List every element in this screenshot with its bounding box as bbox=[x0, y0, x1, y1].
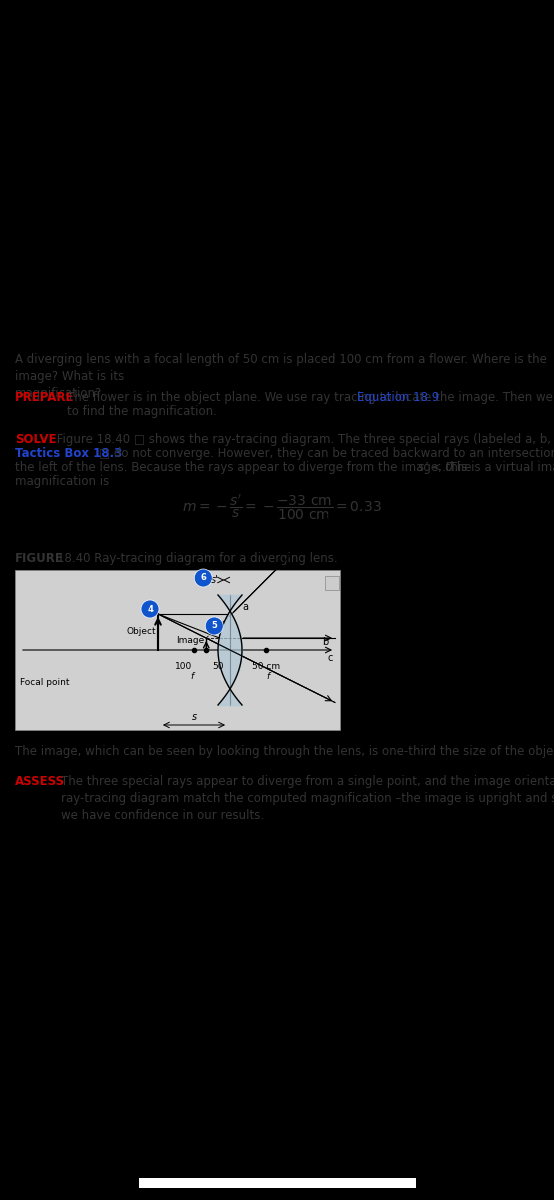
Text: 100: 100 bbox=[175, 662, 192, 671]
Bar bbox=[325, 576, 339, 590]
Circle shape bbox=[205, 617, 223, 635]
Circle shape bbox=[141, 600, 159, 618]
Text: a: a bbox=[242, 602, 248, 612]
Text: b: b bbox=[322, 637, 329, 647]
Text: the left of the lens. Because the rays appear to diverge from the image, this is: the left of the lens. Because the rays a… bbox=[15, 461, 554, 474]
Text: FIGURE: FIGURE bbox=[15, 552, 64, 565]
Text: 4: 4 bbox=[147, 605, 153, 613]
Text: s: s bbox=[192, 712, 197, 722]
Text: A diverging lens with a focal length of 50 cm is placed 100 cm from a flower. Wh: A diverging lens with a focal length of … bbox=[15, 353, 547, 400]
Text: PREPARE: PREPARE bbox=[15, 391, 74, 404]
Text: s': s' bbox=[211, 575, 219, 584]
Circle shape bbox=[194, 569, 212, 587]
Text: SOLVE: SOLVE bbox=[15, 433, 57, 446]
Text: □ do not converge. However, they can be traced backward to an intersection ≈ 33 : □ do not converge. However, they can be … bbox=[99, 446, 554, 460]
Text: magnification is: magnification is bbox=[15, 475, 109, 488]
Text: Focal point: Focal point bbox=[20, 678, 69, 686]
Text: The flower is in the object plane. We use ray tracing to locate the image. Then : The flower is in the object plane. We us… bbox=[67, 391, 554, 404]
Text: to find the magnification.: to find the magnification. bbox=[67, 404, 217, 418]
Text: c: c bbox=[328, 653, 334, 662]
Text: Object: Object bbox=[126, 628, 156, 636]
Bar bbox=[15, 570, 340, 730]
Text: 50: 50 bbox=[212, 662, 224, 671]
Text: The image, which can be seen by looking through the lens, is one-third the size : The image, which can be seen by looking … bbox=[15, 745, 554, 758]
Text: f: f bbox=[191, 672, 193, 680]
Bar bbox=[138, 1178, 416, 1188]
Text: Image: Image bbox=[176, 636, 204, 644]
Text: . The: . The bbox=[442, 461, 471, 474]
Text: 18.40 Ray-tracing diagram for a diverging lens.: 18.40 Ray-tracing diagram for a divergin… bbox=[57, 552, 337, 565]
Text: 50 cm: 50 cm bbox=[252, 662, 280, 671]
Text: Figure 18.40 □ shows the ray-tracing diagram. The three special rays (labeled a,: Figure 18.40 □ shows the ray-tracing dia… bbox=[53, 433, 554, 446]
Text: ASSESS: ASSESS bbox=[15, 775, 65, 788]
Text: $m = -\dfrac{s'}{s} = -\dfrac{-33\text{ cm}}{100\text{ cm}} = 0.33$: $m = -\dfrac{s'}{s} = -\dfrac{-33\text{ … bbox=[182, 492, 382, 522]
Text: 5: 5 bbox=[211, 622, 217, 630]
Text: The three special rays appear to diverge from a single point, and the image orie: The three special rays appear to diverge… bbox=[61, 775, 554, 822]
Text: Tactics Box 18.3: Tactics Box 18.3 bbox=[15, 446, 122, 460]
Text: Equation 18.9: Equation 18.9 bbox=[357, 391, 439, 404]
Text: 6: 6 bbox=[201, 574, 206, 582]
Text: f: f bbox=[266, 672, 270, 680]
Text: s’ < 0: s’ < 0 bbox=[418, 461, 453, 474]
